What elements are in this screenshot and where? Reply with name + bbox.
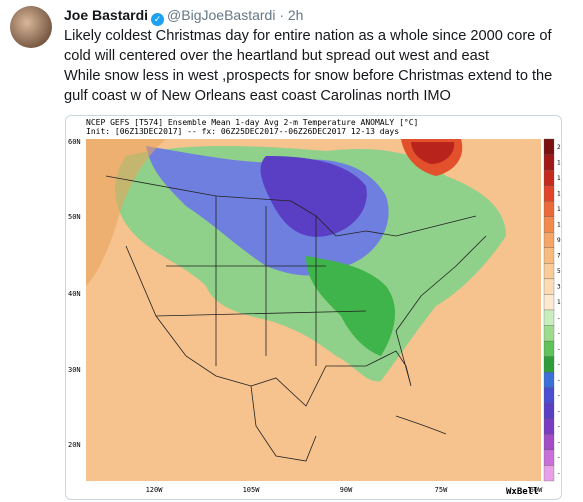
colorbar-label: 5 <box>557 268 561 275</box>
colorbar-cell <box>543 403 555 419</box>
latitude-label: 20N <box>68 441 81 449</box>
author[interactable]: Joe Bastardi <box>64 7 149 23</box>
borders <box>105 175 487 462</box>
colorbar-cell <box>543 449 555 466</box>
colorbar-label: 3 <box>557 284 561 291</box>
latitude-label: 40N <box>68 290 81 298</box>
verified-badge: ✓ <box>151 13 165 26</box>
anomaly-field <box>86 139 506 382</box>
colorbar-label: -13 <box>557 408 561 415</box>
colorbar-cell <box>543 216 555 233</box>
paragraph: While snow less in west ,prospects for s… <box>64 68 553 104</box>
colorbar-cell <box>543 263 555 280</box>
longitude-label: 120W <box>146 486 164 494</box>
longitude-label: 75W <box>435 486 448 494</box>
colorbar-cell <box>543 247 555 264</box>
colorbar-cell <box>543 418 555 435</box>
tweet-text: Likely coldest Christmas day for entire … <box>64 26 574 106</box>
colorbar-label: -9 <box>557 377 561 384</box>
logo: WxBell <box>506 487 539 497</box>
map-header: NCEP GEFS [T574] Ensemble Mean 1-day Avg… <box>86 118 418 127</box>
colorbar-label: -11 <box>557 393 561 400</box>
handle[interactable]: @BigJoeBastardi <box>167 7 276 23</box>
colorbar-label: -17 <box>557 439 561 446</box>
colorbar-cell <box>543 169 555 186</box>
colorbar-cell <box>543 325 555 342</box>
longitude-label: 60W <box>530 486 543 494</box>
colorbar-label: -15 <box>557 424 561 431</box>
paragraph: Likely coldest Christmas day for entire … <box>64 28 552 64</box>
longitude-label: 90W <box>340 486 353 494</box>
latitude-label: 30N <box>68 366 81 374</box>
colorbar-cell <box>543 185 555 202</box>
colorbar-label: 15 <box>557 190 561 197</box>
colorbar-label: 7 <box>557 253 561 260</box>
colorbar-label: -19 <box>557 455 561 462</box>
longitude-label: 105W <box>243 486 261 494</box>
colorbar-label: -1 <box>557 315 561 322</box>
colorbar-label: -21 <box>557 470 561 477</box>
time[interactable]: · 2h <box>279 7 304 23</box>
colorbar-cell <box>543 340 555 357</box>
colorbar-cell <box>543 356 555 373</box>
map: NCEP GEFS [T574] Ensemble Mean 1-day Avg… <box>68 118 561 497</box>
colorbar-label: 13 <box>557 206 561 213</box>
colorbar-label: 1 <box>557 299 561 306</box>
colorbar-label: 19 <box>557 159 561 166</box>
map-image[interactable]: NCEP GEFS [T574] Ensemble Mean 1-day Avg… <box>65 115 562 500</box>
colorbar-cell <box>543 309 555 326</box>
colorbar-cell <box>543 138 555 155</box>
colorbar-cell <box>543 232 555 248</box>
colorbar-cell <box>543 372 555 388</box>
colorbar-cell <box>543 387 555 404</box>
map-header: Init: [06Z13DEC2017] -- fx: 06Z25DEC2017… <box>86 127 399 136</box>
latitude-label: 60N <box>68 138 81 146</box>
colorbar-cell <box>543 154 555 171</box>
latitude-label: 50N <box>68 213 81 221</box>
colorbar-cell <box>543 201 555 217</box>
colorbar-label: -7 <box>557 361 561 368</box>
colorbar-label: 17 <box>557 175 561 182</box>
colorbar-cell <box>543 278 555 295</box>
colorbar-label: 9 <box>557 237 561 244</box>
colorbar-cell <box>543 294 555 311</box>
tweet-header: Joe Bastardi ✓ @BigJoeBastardi · 2h <box>64 6 303 26</box>
colorbar-cell <box>543 434 555 451</box>
colorbar-label: 11 <box>557 222 561 229</box>
avatar[interactable] <box>10 6 52 48</box>
colorbar-label: -3 <box>557 330 561 337</box>
colorbar-label: -5 <box>557 346 561 353</box>
colorbar-cell <box>543 465 555 482</box>
colorbar-label: 21 <box>557 144 561 151</box>
